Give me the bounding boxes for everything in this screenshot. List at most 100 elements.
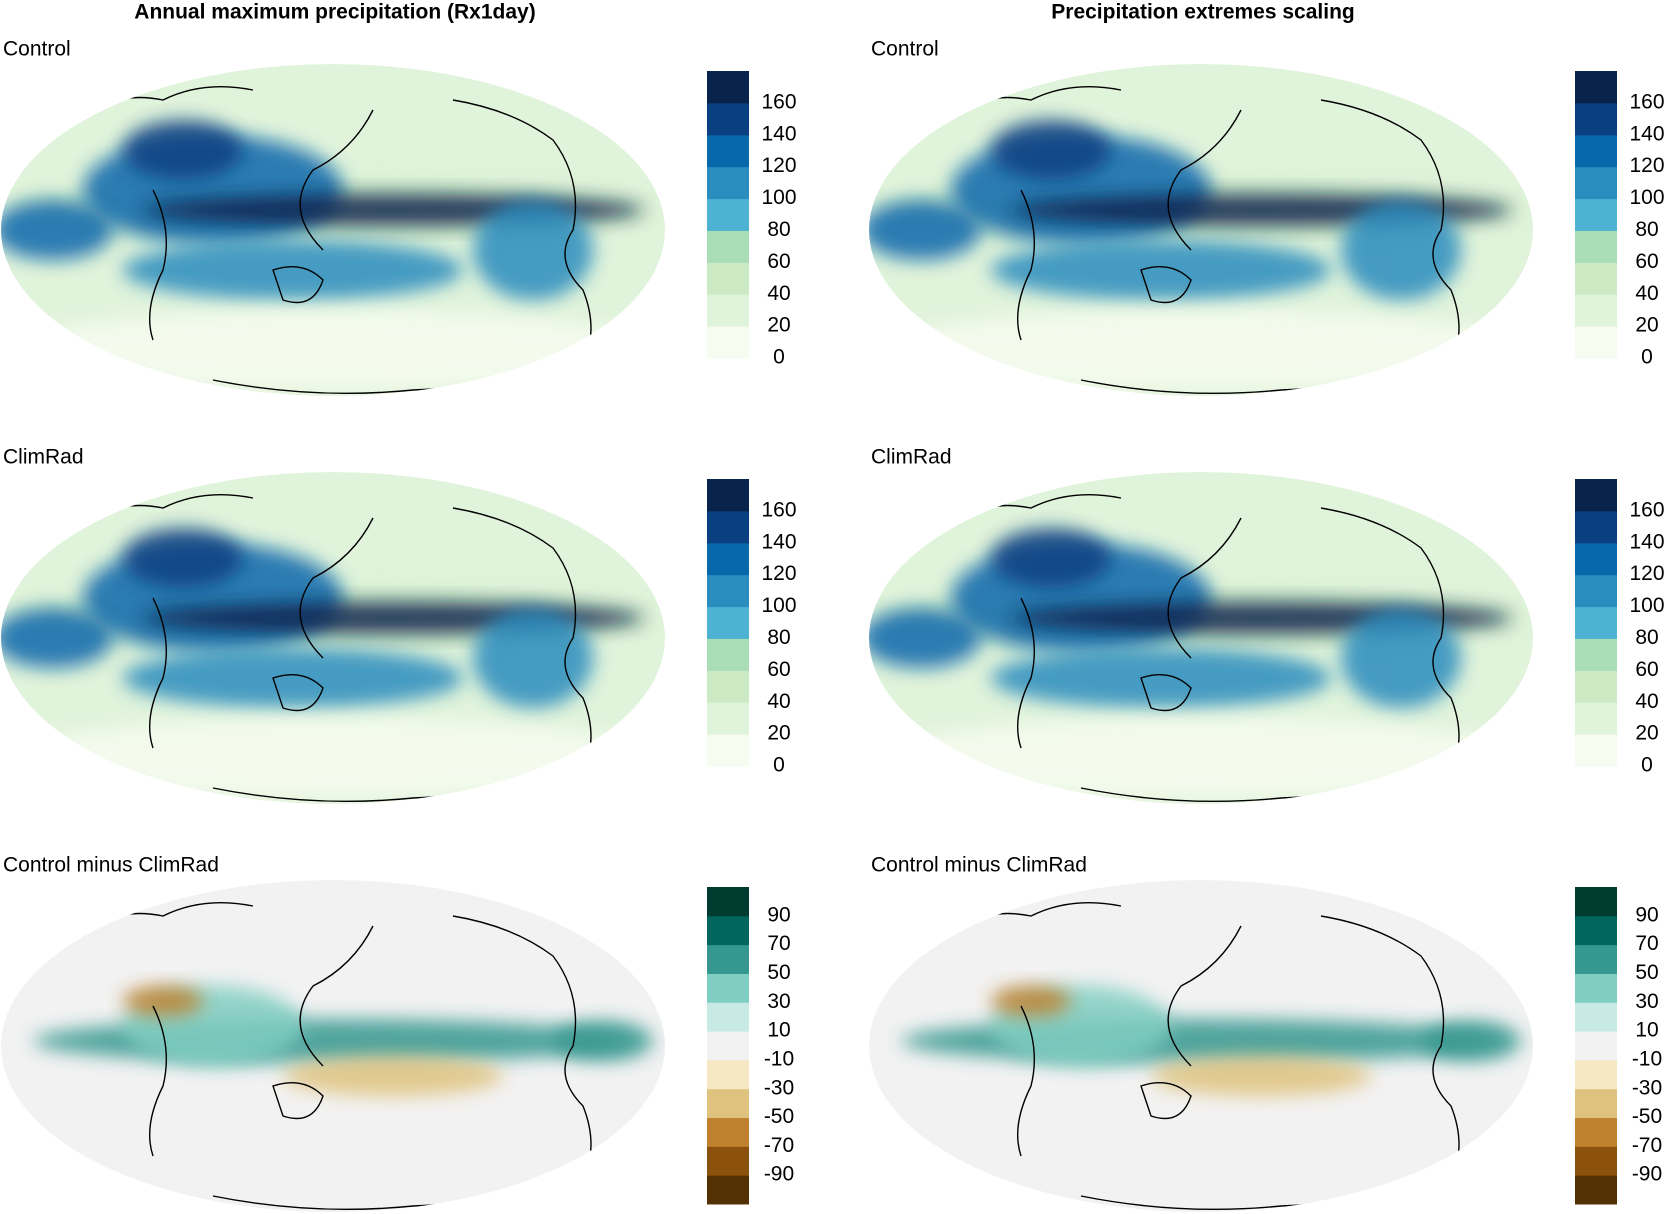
map-shading: [1421, 1021, 1521, 1061]
colorbar-tick-label: 80: [1635, 626, 1658, 649]
colorbar-tick-label: 0: [1641, 346, 1653, 369]
colorbar-tick-label: 120: [1629, 154, 1664, 177]
colorbar-box: [707, 230, 749, 263]
colorbar-box: [707, 702, 749, 735]
map-shading: [3, 718, 663, 798]
colorbar-box: [1575, 887, 1617, 917]
map-shading: [991, 120, 1111, 180]
panel: Control minus ClimRad -90 -70 -50 -30 -10 10 30…: [869, 854, 1662, 1212]
colorbar-box: [1575, 606, 1617, 639]
panel-label: ClimRad: [3, 446, 84, 469]
colorbar-tick-label: 0: [1641, 754, 1653, 777]
panel: Control 0 20 40 60 80 100 120 140 160: [1, 38, 797, 396]
panel: Control 0 20 40 60 80 100 120 140 160: [869, 38, 1665, 396]
map-shading: [991, 648, 1331, 708]
colorbar-box: [707, 198, 749, 231]
colorbar-box: [707, 102, 749, 136]
map-shading: [869, 200, 981, 260]
colorbar-box: [707, 574, 749, 608]
colorbar-box: [707, 510, 749, 544]
coastline: [950, 86, 1460, 396]
colorbar-box: [1575, 944, 1617, 974]
column-title: Precipitation extremes scaling: [1051, 1, 1354, 24]
colorbar-box: [1575, 198, 1617, 231]
map-shading: [3, 310, 663, 390]
colorbar-tick-label: 40: [767, 282, 790, 305]
map: [869, 472, 1533, 804]
map-shading: [1341, 200, 1461, 300]
colorbar-box: [707, 1031, 749, 1061]
colorbar-box: [707, 262, 749, 295]
map-shading: [123, 648, 463, 708]
colorbar-box: [707, 887, 749, 917]
colorbar-tick-label: -50: [764, 1105, 794, 1128]
map-shading: [1341, 608, 1461, 708]
colorbar-box: [707, 638, 749, 671]
colorbar-tick-label: 20: [767, 722, 790, 745]
colorbar-box: [1575, 638, 1617, 671]
colorbar-box: [707, 915, 749, 946]
colorbar-tick-label: -70: [1632, 1134, 1662, 1157]
colorbar-tick-label: -70: [764, 1134, 794, 1157]
colorbar-tick-label: 0: [773, 346, 785, 369]
map-shading: [991, 528, 1111, 588]
colorbar-box: [707, 1146, 749, 1176]
colorbar-box: [1575, 102, 1617, 136]
colorbar-tick-label: -30: [1632, 1076, 1662, 1099]
map-shading: [283, 1056, 503, 1096]
colorbar-box: [707, 1002, 749, 1032]
colorbar-box: [707, 973, 749, 1003]
colorbar-tick-label: 80: [767, 626, 790, 649]
map: [1, 472, 665, 804]
colorbar-box: [1575, 574, 1617, 608]
colorbar-box: [1575, 1031, 1617, 1061]
colorbar-tick-label: 100: [1629, 594, 1664, 617]
colorbar-box: [1575, 326, 1617, 359]
colorbar-box: [707, 71, 749, 104]
colorbar-tick-label: 90: [767, 903, 790, 926]
colorbar-tick-label: 0: [773, 754, 785, 777]
colorbar-tick-label: 90: [1635, 903, 1658, 926]
map-shading: [1, 608, 113, 668]
column-title: Annual maximum precipitation (Rx1day): [134, 1, 535, 24]
map-shading: [123, 240, 463, 300]
colorbar-tick-label: 100: [761, 186, 796, 209]
colorbar-box: [1575, 510, 1617, 544]
colorbar-tick-label: 60: [1635, 250, 1658, 273]
colorbar-box: [707, 606, 749, 639]
colorbar-box: [1575, 1175, 1617, 1205]
map: [869, 880, 1533, 1212]
colorbar-tick-label: -10: [1632, 1047, 1662, 1070]
colorbar-tick-label: 50: [767, 961, 790, 984]
colorbar-box: [707, 294, 749, 327]
colorbar-tick-label: 100: [761, 594, 796, 617]
map-shading: [871, 718, 1531, 798]
colorbar-tick-label: 160: [761, 90, 796, 113]
map: [869, 64, 1533, 396]
colorbar-tick-label: 160: [1629, 90, 1664, 113]
colorbar-tick-label: 20: [767, 314, 790, 337]
colorbar-tick-label: -30: [764, 1076, 794, 1099]
colorbar-tick-label: 160: [761, 498, 796, 521]
colorbar-tick-label: 40: [767, 690, 790, 713]
map: [1, 64, 665, 396]
colorbar-tick-label: 60: [767, 250, 790, 273]
colorbar-tick-label: 20: [1635, 722, 1658, 745]
colorbar-tick-label: 120: [1629, 562, 1664, 585]
map-shading: [553, 1021, 653, 1061]
colorbar-box: [1575, 230, 1617, 263]
colorbar-box: [707, 944, 749, 974]
colorbar-box: [1575, 973, 1617, 1003]
colorbar-tick-label: 40: [1635, 690, 1658, 713]
colorbar-box: [1575, 542, 1617, 576]
colorbar-box: [1575, 166, 1617, 200]
colorbar-box: [1575, 702, 1617, 735]
colorbar-tick-label: 100: [1629, 186, 1664, 209]
map-shading: [869, 608, 981, 668]
colorbar-tick-label: -10: [764, 1047, 794, 1070]
colorbar-box: [1575, 479, 1617, 512]
colorbar-box: [1575, 670, 1617, 703]
coastline: [950, 494, 1460, 804]
colorbar-tick-label: 160: [1629, 498, 1664, 521]
